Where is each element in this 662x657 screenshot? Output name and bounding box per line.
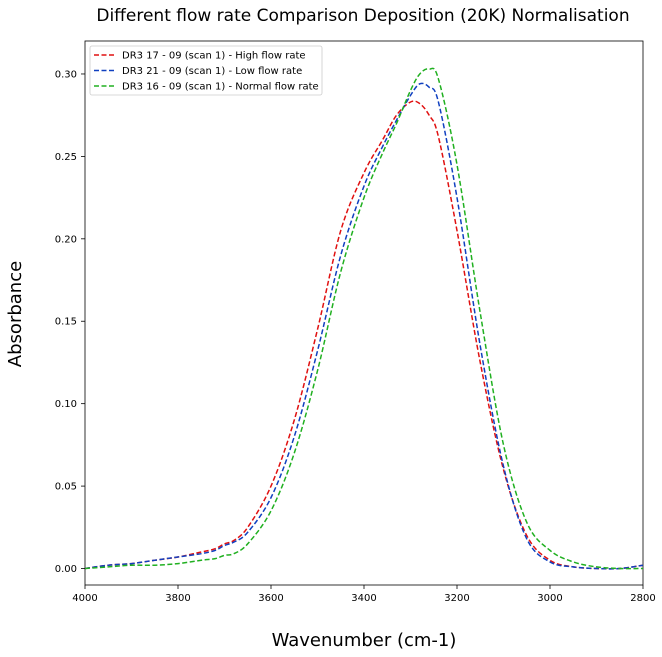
- x-tick-label: 3600: [258, 593, 283, 604]
- x-tick-label: 3800: [165, 593, 190, 604]
- x-tick-label: 2800: [630, 593, 655, 604]
- chart-title: Different flow rate Comparison Depositio…: [96, 6, 629, 26]
- y-tick-label: 0.20: [55, 234, 77, 245]
- axis-ticks: 4000 3800 3600 3400 3200 3000 2800 0.00 0.05 0.10…: [55, 69, 656, 604]
- x-axis-label: Wavenumber (cm-1): [272, 630, 457, 651]
- legend-label-2: DR3 21 - 09 (scan 1) - Low flow rate: [122, 66, 302, 77]
- y-axis-label: Absorbance: [5, 261, 26, 367]
- legend: DR3 17 - 09 (scan 1) - High flow rate DR3…: [89, 45, 323, 96]
- x-tick-label: 3000: [537, 593, 562, 604]
- series-line-1: [85, 100, 643, 570]
- y-tick-label: 0.10: [55, 399, 77, 410]
- y-tick-label: 0.25: [55, 152, 77, 163]
- series-line-2: [85, 82, 643, 570]
- legend-label-1: DR3 17 - 09 (scan 1) - High flow rate: [122, 51, 306, 62]
- legend-box: [89, 45, 323, 96]
- plot-frame: [84, 40, 644, 586]
- y-tick-label: 0.15: [55, 317, 77, 328]
- plot-area: [84, 40, 644, 586]
- x-tick-label: 3200: [444, 593, 469, 604]
- y-tick-label: 0.30: [55, 69, 77, 80]
- y-tick-label: 0.00: [55, 564, 77, 575]
- y-tick-label: 0.05: [55, 482, 77, 493]
- x-tick-label: 3400: [351, 593, 376, 604]
- x-tick-label: 4000: [72, 593, 97, 604]
- series-line-3: [85, 67, 643, 570]
- legend-label-3: DR3 16 - 09 (scan 1) - Normal flow rate: [122, 82, 319, 93]
